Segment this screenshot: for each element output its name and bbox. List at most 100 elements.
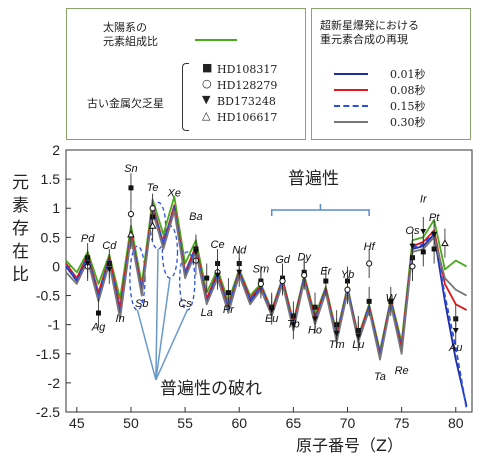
element-label-Ce: Ce: [211, 239, 225, 251]
y-tick-label: -1: [48, 317, 61, 333]
legend-right-title-1: 超新星爆発における: [320, 19, 419, 32]
legend-solar-label-1: 太陽系の: [103, 21, 147, 34]
point-BD173248: [84, 261, 91, 267]
legend-solar-swatch: [195, 39, 237, 41]
element-label-Cd: Cd: [102, 240, 117, 252]
element-label-Sb: Sb: [135, 298, 148, 310]
point-HD108317: [323, 278, 329, 284]
x-axis-label: 原子番号（Z）: [296, 436, 403, 455]
legend-star-4-marker: △: [202, 109, 211, 122]
point-BD173248: [431, 231, 438, 238]
point-HD128279: [344, 286, 351, 293]
legend-series-3: 0.15秒: [390, 100, 426, 113]
point-BD173248: [290, 322, 297, 328]
point-BD173248: [333, 330, 340, 337]
series-line-4: [65, 210, 468, 361]
legend-series-4: 0.30秒: [390, 116, 426, 129]
point-HD108317: [128, 185, 134, 191]
y-tick-label: 0.5: [41, 229, 61, 245]
element-label-Cs: Cs: [178, 298, 192, 310]
point-BD173248: [420, 229, 427, 235]
y-tick-label: -0.5: [36, 288, 60, 304]
element-label-Er: Er: [320, 266, 332, 278]
universality-bracket: [270, 204, 370, 216]
legend-star-2: HD128279: [217, 79, 278, 92]
y-tick-label: -2: [48, 375, 61, 391]
legend-series-2: 0.08秒: [390, 84, 426, 97]
point-HD128279: [149, 205, 156, 212]
annotation-arrow: [155, 248, 159, 380]
element-label-Tb: Tb: [287, 319, 300, 331]
legend-left: 太陽系の 元素組成比 古い金属欠乏星 ■ HD108317 ○ HD128279…: [66, 8, 306, 140]
x-tick-label: 70: [340, 415, 356, 431]
plot-frame: [65, 149, 473, 413]
y-axis-label: 元素存在比: [12, 173, 29, 285]
legend-right: 超新星爆発における 重元素合成の再現 0.01秒 0.08秒 0.15秒 0.3…: [311, 8, 471, 140]
annotation-arrow: [136, 309, 157, 381]
element-label-In: In: [116, 313, 125, 325]
element-label-Tm: Tm: [329, 339, 345, 351]
x-tick-label: 55: [177, 415, 193, 431]
element-label-Ir: Ir: [420, 193, 428, 205]
point-BD173248: [268, 307, 275, 314]
legend-star-4: HD106617: [217, 111, 278, 124]
legend-star-1-marker: ■: [202, 61, 213, 74]
element-label-Au: Au: [448, 342, 462, 354]
legend-star-3-marker: ▼: [202, 93, 211, 106]
element-label-Dy: Dy: [297, 252, 312, 264]
point-BD173248: [312, 316, 319, 322]
x-tick-label: 75: [394, 415, 410, 431]
point-HD128279: [127, 210, 135, 218]
point-HD108317: [204, 275, 210, 281]
element-label-Sm: Sm: [253, 263, 270, 275]
element-label-Ag: Ag: [91, 321, 106, 333]
point-HD106617: [441, 239, 449, 247]
element-label-Re: Re: [395, 365, 409, 377]
point-BD173248: [452, 327, 459, 334]
point-HD128279: [301, 272, 308, 279]
element-label-Pt: Pt: [429, 212, 440, 224]
point-BD173248: [192, 249, 199, 255]
legend-star-2-marker: ○: [202, 77, 212, 90]
point-HD106617: [148, 221, 157, 229]
element-label-Gd: Gd: [275, 254, 291, 266]
legend-series-2-swatch: [334, 89, 368, 91]
point-HD108317: [225, 290, 231, 296]
x-tick-label: 45: [69, 415, 85, 431]
broken-universality-ellipse: [129, 245, 146, 311]
point-HD108317: [388, 298, 394, 304]
point-HD108317: [366, 298, 372, 304]
annotation-universality: 普遍性: [288, 169, 339, 189]
element-label-Ho: Ho: [308, 324, 322, 336]
legend-solar-label-2: 元素組成比: [103, 35, 158, 48]
element-label-Nd: Nd: [232, 245, 247, 257]
annotation-broken-universality: 普遍性の破れ: [160, 374, 262, 399]
legend-right-title-2: 重元素合成の再現: [320, 33, 408, 46]
element-label-Hf: Hf: [364, 241, 376, 253]
legend-stars-label: 古い金属欠乏星: [87, 97, 164, 110]
annotation-arrow: [155, 309, 188, 381]
point-HD128279: [279, 277, 286, 285]
element-label-Eu: Eu: [265, 313, 278, 325]
x-tick-label: 50: [123, 415, 139, 431]
point-HD108317: [420, 249, 426, 255]
x-tick-label: 80: [448, 415, 464, 431]
point-BD173248: [106, 266, 113, 273]
element-label-Pr: Pr: [223, 304, 235, 316]
element-label-Ta: Ta: [374, 371, 386, 383]
element-label-Yb: Yb: [341, 269, 354, 281]
element-label-Ba: Ba: [189, 211, 202, 223]
legend-star-3: BD173248: [217, 95, 276, 108]
y-tick-label: 2: [52, 142, 60, 158]
element-label-La: La: [201, 307, 213, 319]
y-tick-label: 1.5: [41, 171, 61, 187]
legend-series-4-swatch: [334, 121, 368, 123]
point-HD108317: [95, 310, 101, 316]
point-BD173248: [355, 333, 362, 340]
point-HD128279: [257, 280, 264, 288]
element-label-Xe: Xe: [167, 188, 181, 200]
point-BD173248: [214, 272, 221, 279]
point-BD173248: [236, 269, 243, 276]
x-tick-label: 60: [231, 415, 247, 431]
